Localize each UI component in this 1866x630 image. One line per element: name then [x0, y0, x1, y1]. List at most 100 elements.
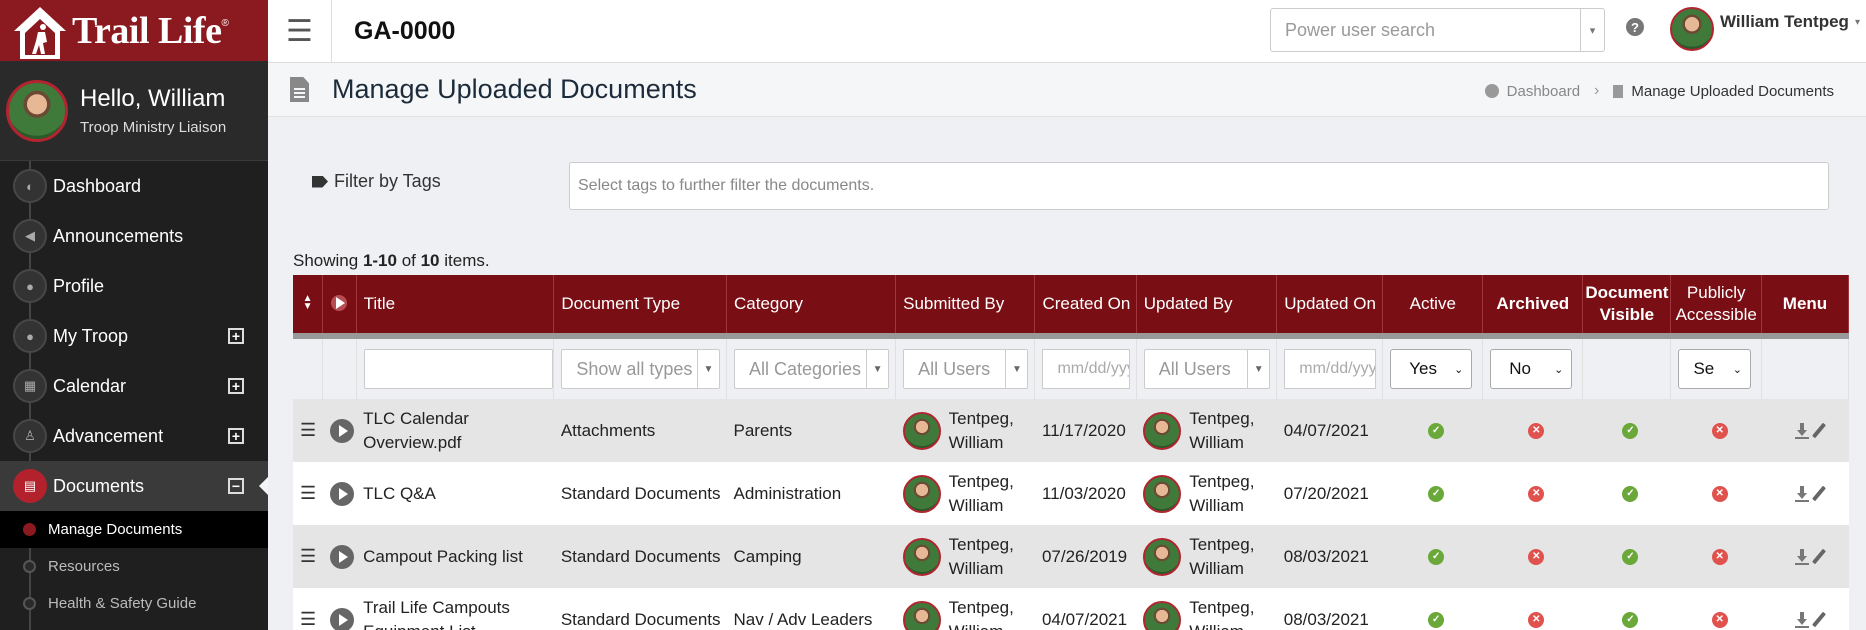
documents-grid: ▲ ▼ Title Document Type Category Submitte… — [293, 275, 1850, 630]
cell-updated-by: Tentpeg, William — [1143, 470, 1277, 518]
download-icon[interactable] — [1795, 611, 1810, 628]
sidebar-subitem-resources[interactable]: Resources — [0, 548, 268, 585]
archived-filter-select[interactable]: No ⌄ — [1490, 349, 1573, 389]
breadcrumb-current: Manage Uploaded Documents — [1631, 82, 1834, 100]
cell-title[interactable]: TLC Q&A — [356, 462, 554, 525]
cell-document-type: Attachments — [553, 399, 727, 462]
title-filter-input[interactable] — [363, 349, 554, 389]
col-document-type[interactable]: Document Type — [553, 275, 727, 333]
updated-by-name: Tentpeg, William — [1189, 534, 1255, 578]
collapse-icon[interactable]: − — [228, 478, 244, 494]
col-document-visible[interactable]: Document Visible — [1582, 275, 1672, 333]
cell-title[interactable]: Campout Packing list — [356, 525, 554, 588]
user-role: Troop Ministry Liaison — [80, 119, 227, 136]
edit-pencil-icon[interactable] — [1812, 548, 1827, 565]
submitted-by-name: Tentpeg, William — [948, 408, 1014, 452]
edit-pencil-icon[interactable] — [1812, 611, 1827, 628]
edit-pencil-icon[interactable] — [1812, 485, 1827, 502]
col-archived[interactable]: Archived — [1482, 275, 1584, 333]
sidebar-subitem-health-safety[interactable]: Health & Safety Guide — [0, 585, 268, 622]
public-filter-select[interactable]: Se ⌄ — [1678, 349, 1751, 389]
edit-pencil-icon[interactable] — [1812, 422, 1827, 439]
calendar-icon: ▦ — [13, 369, 47, 403]
expand-row-icon[interactable] — [329, 607, 354, 630]
col-category[interactable]: Category — [726, 275, 897, 333]
search-input[interactable] — [1271, 9, 1580, 51]
updated-on-date-input[interactable]: mm/dd/yyyy — [1284, 349, 1377, 389]
sidebar-item-documents[interactable]: ▤ Documents − — [0, 461, 268, 511]
sidebar-subitem-label: Manage Documents — [48, 521, 183, 538]
download-icon[interactable] — [1795, 422, 1810, 439]
table-row[interactable]: ☰ TLC Q&A Standard Documents Administration… — [293, 462, 1849, 525]
sidebar: Trail Life ® Hello, William Troop Minist… — [0, 0, 268, 630]
cell-updated-on: 08/03/2021 — [1276, 525, 1383, 588]
expand-icon[interactable]: + — [228, 328, 244, 344]
archived-x-icon: ✕ — [1528, 485, 1545, 502]
avatar — [1143, 474, 1182, 513]
drag-handle-icon[interactable]: ☰ — [300, 420, 317, 440]
drag-handle-icon[interactable]: ☰ — [300, 483, 317, 503]
expand-row-icon[interactable] — [329, 481, 354, 506]
expand-row-icon[interactable] — [329, 418, 354, 443]
row-menu — [1768, 422, 1848, 439]
download-icon[interactable] — [1795, 548, 1810, 565]
cell-title[interactable]: Trail Life Campouts Equipment List — [356, 588, 554, 630]
help-icon[interactable]: ? — [1626, 18, 1644, 36]
col-publicly-accessible[interactable]: Publicly Accessible — [1670, 275, 1762, 333]
logo[interactable]: Trail Life ® — [0, 0, 268, 61]
updated-by-name: Tentpeg, William — [1189, 471, 1255, 515]
chevron-down-icon[interactable]: ▾ — [1580, 9, 1604, 51]
sidebar-item-dashboard[interactable]: ◐ Dashboard — [0, 161, 268, 211]
sidebar-item-calendar[interactable]: ▦ Calendar + — [0, 361, 268, 411]
active-check-icon: ✓ — [1428, 611, 1445, 628]
hamburger-menu-icon[interactable]: ☰ — [268, 0, 332, 63]
user-menu[interactable]: William Tentpeg ▾ — [1670, 7, 1860, 51]
drag-handle-icon[interactable]: ☰ — [300, 546, 317, 566]
public-x-icon: ✕ — [1711, 611, 1728, 628]
cell-title[interactable]: TLC Calendar Overview.pdf — [356, 399, 554, 462]
table-row[interactable]: ☰ TLC Calendar Overview.pdf Attachments Par… — [293, 399, 1849, 462]
type-filter-select[interactable]: Show all types ▼ — [561, 349, 720, 389]
expand-icon[interactable]: + — [228, 428, 244, 444]
table-row[interactable]: ☰ Campout Packing list Standard Documents C… — [293, 525, 1849, 588]
cell-category: Nav / Adv Leaders — [726, 588, 896, 630]
expand-all-icon[interactable] — [322, 275, 357, 333]
expand-row-icon[interactable] — [329, 544, 354, 569]
submitted-by-filter-select[interactable]: All Users ▼ — [903, 349, 1029, 389]
sidebar-item-profile[interactable]: ● Profile — [0, 261, 268, 311]
drag-handle-icon[interactable]: ☰ — [300, 609, 317, 629]
col-updated-on[interactable]: Updated On — [1276, 275, 1384, 333]
col-title[interactable]: Title — [356, 275, 555, 333]
tag-filter-input[interactable] — [569, 162, 1829, 210]
summary-total: 10 — [420, 251, 440, 270]
updated-by-filter-select[interactable]: All Users ▼ — [1143, 349, 1271, 389]
type-filter-value: Show all types — [576, 358, 693, 379]
col-submitted-by[interactable]: Submitted By — [895, 275, 1036, 333]
visible-check-icon: ✓ — [1622, 422, 1639, 439]
sort-icon[interactable]: ▲ ▼ — [293, 275, 324, 333]
sidebar-item-label: Announcements — [53, 225, 184, 246]
expand-icon[interactable]: + — [228, 378, 244, 394]
download-icon[interactable] — [1795, 485, 1810, 502]
table-row[interactable]: ☰ Trail Life Campouts Equipment ListStand… — [293, 588, 1849, 630]
active-filter-select[interactable]: Yes ⌄ — [1390, 349, 1473, 389]
power-user-search[interactable]: ▾ — [1270, 8, 1605, 52]
breadcrumb-dashboard[interactable]: Dashboard — [1506, 82, 1581, 100]
sidebar-subitem-manage-documents[interactable]: Manage Documents — [0, 511, 268, 548]
cell-document-type: Standard Documents — [553, 462, 727, 525]
active-indicator — [259, 477, 268, 495]
sidebar-item-advancement[interactable]: ♙ Advancement + — [0, 411, 268, 461]
col-created-on[interactable]: Created On — [1034, 275, 1137, 333]
sidebar-item-my-troop[interactable]: ● My Troop + — [0, 311, 268, 361]
created-on-date-input[interactable]: mm/dd/yyyy — [1042, 349, 1130, 389]
user-panel: Hello, William Troop Ministry Liaison — [0, 61, 268, 161]
user-avatar[interactable] — [6, 79, 68, 142]
chevron-down-icon: ⌄ — [1732, 363, 1742, 376]
chevron-down-icon: ▼ — [1005, 350, 1027, 388]
col-active[interactable]: Active — [1382, 275, 1484, 333]
cell-document-type: Standard Documents — [553, 588, 727, 630]
category-filter-select[interactable]: All Categories ▼ — [734, 349, 890, 389]
sidebar-item-label: Calendar — [53, 375, 127, 396]
col-updated-by[interactable]: Updated By — [1136, 275, 1278, 333]
sidebar-item-announcements[interactable]: ◀ Announcements — [0, 211, 268, 261]
